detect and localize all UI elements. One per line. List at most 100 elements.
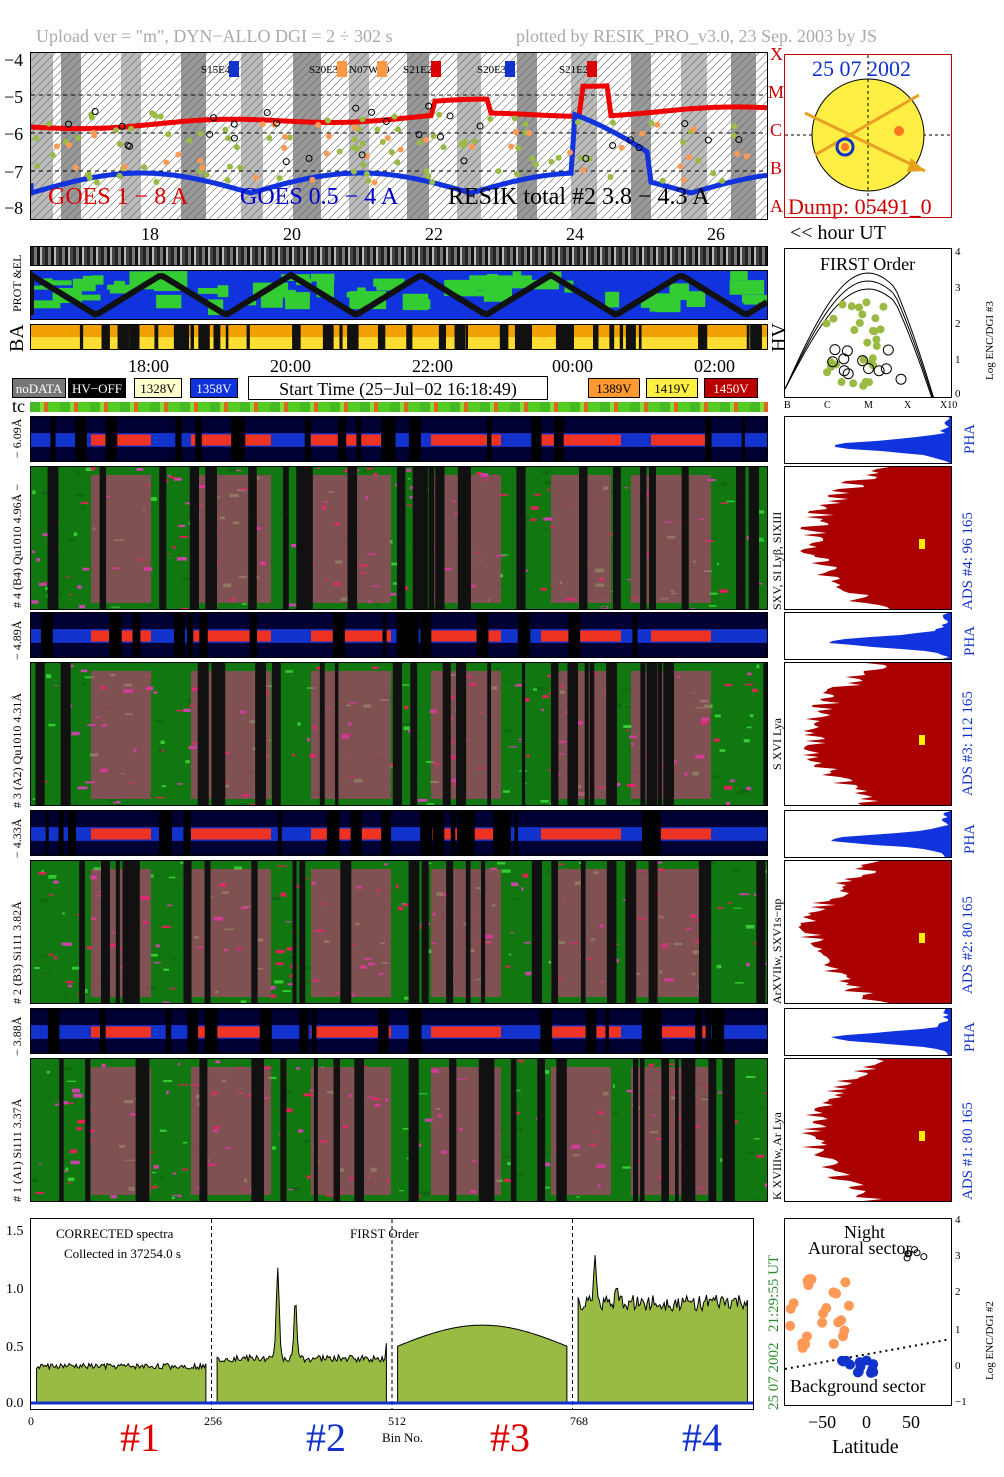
spec-pixel: [505, 729, 513, 733]
spec-pixel: [726, 801, 731, 805]
hatch-line: [72, 53, 240, 219]
spec-pixel: [516, 1173, 525, 1176]
flare-band: [91, 671, 151, 799]
spec-pixel: [280, 892, 287, 897]
fo-point: [854, 303, 863, 312]
legend-1358v: 1358V: [190, 378, 238, 398]
hatch-line: [368, 53, 536, 219]
hatch-line: [344, 53, 512, 219]
spec-pixel: [234, 866, 243, 871]
background-point: [852, 1367, 863, 1378]
spec-pixel: [182, 1141, 188, 1144]
ba-gap: [246, 325, 250, 349]
spec-pixel: [147, 605, 157, 607]
prot-patch: [109, 285, 131, 294]
resik-point-open: [635, 144, 643, 152]
resik-point: [548, 158, 555, 165]
data-gap: [481, 861, 486, 1003]
auroral-point: [801, 1331, 812, 1342]
spec-pixel: [426, 803, 435, 805]
hatch-line: [40, 53, 208, 219]
spec-pixel: [635, 798, 640, 802]
data-gap: [350, 811, 362, 855]
dump-label: Dump: 05491_0: [788, 194, 932, 219]
prot-patch: [217, 285, 229, 298]
fo-xtick-c: C: [824, 400, 831, 411]
spec-pixel: [724, 785, 733, 790]
resik-point: [153, 178, 160, 185]
spec-pixel: [48, 875, 57, 879]
b3-pha-label: − 4.89Å: [10, 620, 24, 660]
data-gap: [640, 467, 647, 609]
ba-gap: [570, 325, 574, 349]
spec-pixel: [397, 906, 404, 911]
auroral-point: [821, 1303, 832, 1314]
spec-pixel: [626, 729, 629, 732]
spec-pixel: [73, 801, 77, 805]
data-gap: [99, 1009, 104, 1053]
hatch-line: [32, 53, 200, 219]
fo-point: [879, 302, 888, 311]
fo-point: [870, 327, 879, 336]
spec-pixel: [515, 684, 525, 687]
data-gap: [311, 1009, 317, 1053]
data-gap: [326, 811, 340, 855]
spec-pixel: [67, 1177, 75, 1182]
spectrum-note2: Collected in 37254.0 s: [64, 1246, 181, 1261]
flare-class-c: C: [770, 120, 783, 140]
spec-pixel: [295, 681, 298, 683]
fo-xtick-b: B: [784, 400, 791, 411]
pha-peak: [431, 1026, 501, 1038]
data-gap: [277, 811, 282, 855]
data-gap: [465, 861, 471, 1003]
resik-point-orange: [384, 135, 391, 142]
spec-pixel: [85, 467, 93, 472]
resik-point-open: [425, 102, 433, 110]
ba-gap: [102, 325, 107, 349]
spec-pixel: [714, 714, 721, 718]
data-gap: [381, 811, 392, 855]
resik-point-open: [382, 118, 390, 126]
spec-pixel: [215, 1060, 221, 1064]
data-gap: [304, 417, 311, 461]
spec-pixel: [540, 1162, 551, 1167]
spec-pixel: [756, 664, 760, 669]
fo-envelope: [785, 288, 933, 397]
fo-point: [849, 379, 858, 388]
prot-patch: [373, 278, 405, 287]
spec-pixel: [615, 943, 619, 945]
channel-2: #2: [306, 1415, 346, 1460]
spectrum-order: FIRST Order: [350, 1226, 419, 1241]
data-gap: [642, 811, 654, 855]
fo-point-open: [842, 368, 854, 380]
spec-pixel: [521, 887, 524, 891]
auroral-point: [840, 1277, 851, 1288]
resik-point-open: [124, 142, 132, 150]
resik-point: [33, 135, 40, 142]
spec-pixel: [286, 603, 297, 607]
pha-peak: [651, 828, 711, 840]
start-time: Start Time (25−Jul−02 16:18:49): [248, 376, 548, 400]
resik-point-open: [368, 108, 376, 116]
spec-pixel: [289, 974, 295, 978]
spec-pixel: [84, 676, 95, 679]
ions2-label: ArXVIIw, SXV1s−np: [770, 898, 784, 1004]
spec-pixel: [542, 1069, 550, 1074]
spec-pixel: [609, 533, 614, 535]
spec-pixel: [735, 982, 744, 984]
hatch-line: [248, 53, 416, 219]
spec-pixel: [542, 695, 549, 699]
spec-pixel: [151, 1171, 157, 1174]
spec-pixel: [41, 955, 48, 958]
spec-pixel: [298, 787, 302, 790]
first-order-title: FIRST Order: [820, 254, 916, 274]
spec-pixel: [77, 786, 88, 790]
prot-patch: [605, 291, 620, 308]
data-gap: [292, 861, 297, 1003]
data-gap: [432, 811, 445, 855]
spec-pixel: [653, 861, 663, 864]
spec-pixel: [541, 708, 545, 711]
ba-gap: [698, 325, 708, 349]
hatch-line: [31, 53, 96, 118]
pha-histogram: [784, 612, 952, 660]
